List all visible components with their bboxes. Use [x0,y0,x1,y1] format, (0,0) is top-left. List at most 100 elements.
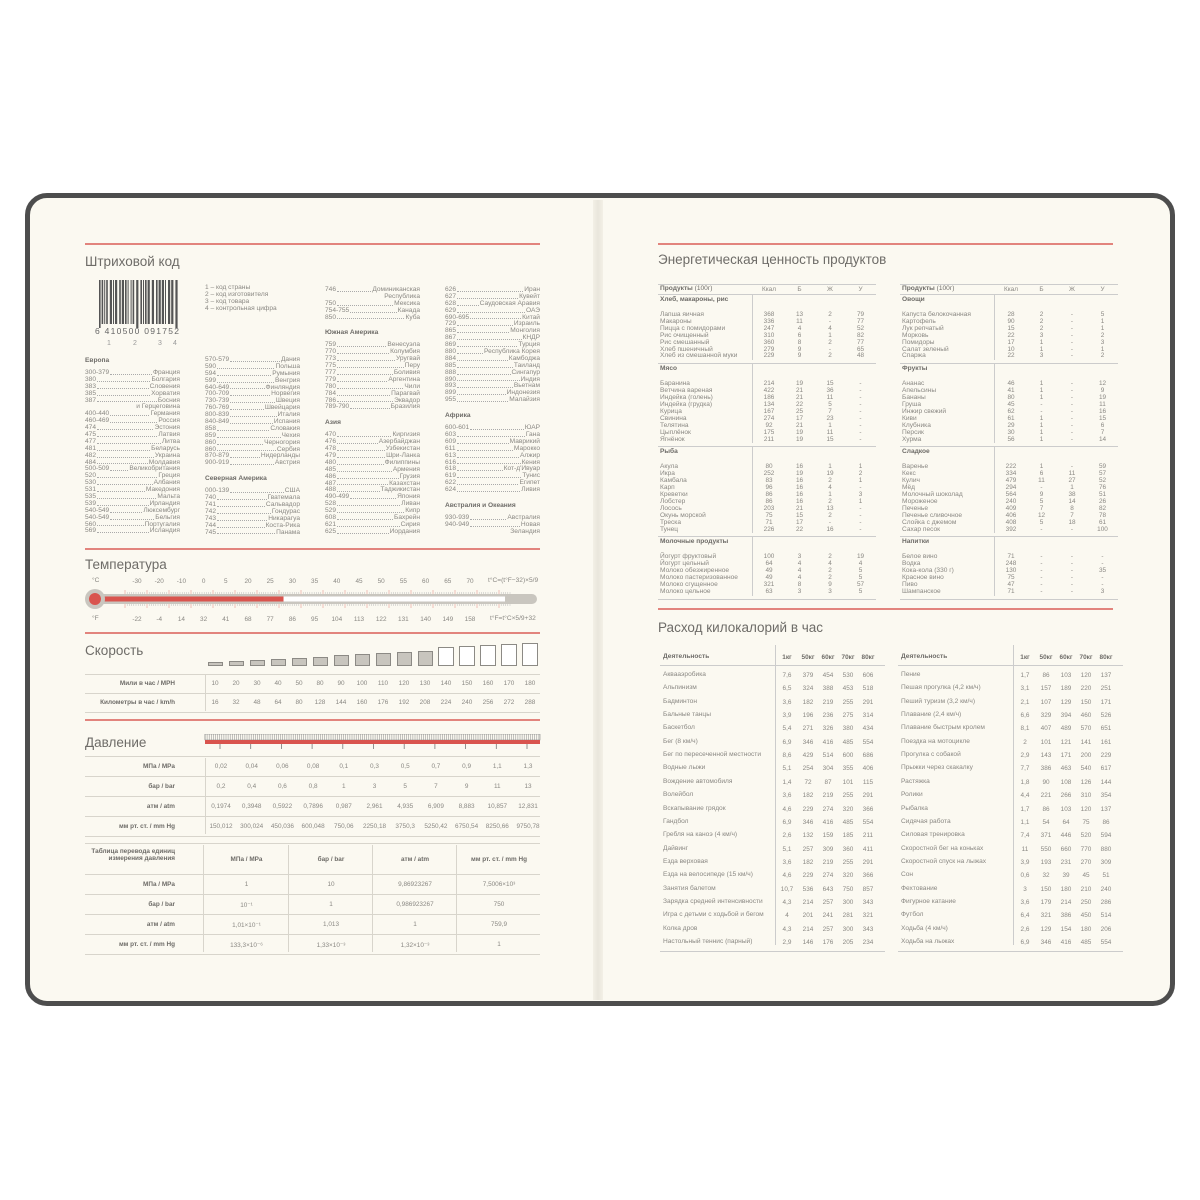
food-name: Помидоры [902,338,935,346]
country-code: 885 [445,361,457,369]
activity-name: Баскетбол [663,724,695,732]
divider [658,608,1113,610]
dot-leader [470,425,524,431]
food-value: 11 [796,317,803,325]
food-value: 48 [856,352,865,360]
country-entry: 540-549 Бельгия [85,514,180,522]
dot-leader [97,487,145,493]
speed-value: 240 [461,699,473,706]
country-entry: 470 Киргизия [325,431,420,439]
nutrient-header: Б [797,286,802,293]
fahrenheit-label: 86 [288,616,296,623]
calorie-value: 570 [1080,725,1092,733]
country-entry: 850 Куба [325,314,420,322]
calorie-value: 4,3 [782,898,792,906]
country-entry: 624 Ливия [445,486,540,494]
food-name: Треска [660,518,681,526]
dot-leader [457,390,506,396]
calorie-value: 180 [1080,925,1092,933]
food-value: 61 [1098,518,1107,526]
country-name: Албания [153,479,180,487]
food-value: 211 [763,435,775,443]
food-value: - [1101,560,1104,568]
food-value: 21 [795,504,804,512]
country-code: 529 [325,507,337,515]
food-value: - [1040,401,1043,408]
dot-leader [97,384,149,389]
calorie-value: 411 [862,845,874,853]
conversion-value: 0,986923267 [396,901,434,908]
country-name-continued: и Герцеговина [136,403,180,411]
country-name: Бразилия [390,403,420,411]
calorie-value: 485 [842,818,854,826]
calorie-value: 51 [1102,872,1110,880]
country-entry: 888 Сингапур [445,369,540,377]
pressure-value: 0,3 [370,763,379,770]
food-value: 6 [797,331,802,339]
food-value: - [859,394,862,402]
food-value: 96 [765,484,773,492]
column-divider [752,447,753,534]
barcode-bar [121,280,124,324]
pressure-row-label: бар / bar [148,783,175,790]
calories-title: Расход килокалорий в час [658,620,824,635]
calorie-value: 321 [1040,912,1052,920]
country-entry: 628 Саудовская Аравия [445,300,540,308]
pressure-value: 13 [524,783,532,790]
country-code: 744 [205,521,217,529]
conversion-value: 1,33×10⁻³ [316,942,346,949]
pressure-title: Давление [85,735,147,750]
country-entry: 746 Доминиканская [325,286,420,294]
food-value: - [1070,421,1074,429]
pressure-value: 6,909 [427,803,444,810]
food-value: 229 [763,352,775,360]
pressure-value: 150,012 [209,823,233,830]
fahrenheit-label: -4 [156,616,163,623]
food-value: 130 [1005,567,1017,575]
dot-leader [337,522,400,527]
country-code: 880 [445,348,457,356]
fahrenheit-label: -22 [132,616,142,623]
country-entry: 773 Уругвай [325,355,420,363]
country-name: Филиппины [384,458,420,466]
food-value: 5 [858,567,863,575]
country-code: 626 [445,286,457,293]
row-divider [85,712,540,713]
food-value: 100 [1097,525,1108,533]
country-entry: 880 Республика Корея [445,348,540,356]
country-name: Камбоджа [508,354,540,362]
food-name: Сахар песок [902,525,941,533]
barcode-bar [99,280,101,328]
calorie-value: 129 [1060,698,1072,706]
country-entry: 616 Кения [445,459,540,467]
food-value: 27 [1068,477,1076,485]
country-code: 594 [205,369,217,377]
food-header-unit: (100г) [694,285,713,292]
calorie-value: 453 [842,685,854,693]
food-value: - [828,345,832,353]
calorie-value: 75 [1082,818,1090,826]
dot-leader [457,487,521,493]
country-name: Хорватия [151,389,180,397]
country-code: 746 [325,286,337,293]
food-name: Молоко цельное [660,587,711,595]
country-name: Молдавия [148,458,180,466]
country-name: Аргентина [388,375,420,383]
food-value: 19 [795,470,804,478]
pressure-value: 0,5 [400,763,410,770]
calorie-value: 416 [1060,939,1072,946]
speed-value: 272 [503,699,515,706]
conversion-row-label: МПа / MPa [143,881,175,888]
pressure-value: 12,831 [518,803,538,810]
activity-name: Бадминтон [663,697,697,705]
calorie-value: 255 [842,792,854,800]
calorie-value: 1,7 [1020,672,1030,679]
food-header: Продукты (100г) [902,285,954,293]
country-code: 531 [85,486,97,494]
food-value: 3 [1100,338,1105,346]
calorie-value: 7,6 [782,672,792,679]
food-value: 25 [795,407,804,415]
food-value: 75 [1007,574,1015,582]
food-value: - [1070,435,1074,443]
speed-value: 130 [419,680,431,687]
